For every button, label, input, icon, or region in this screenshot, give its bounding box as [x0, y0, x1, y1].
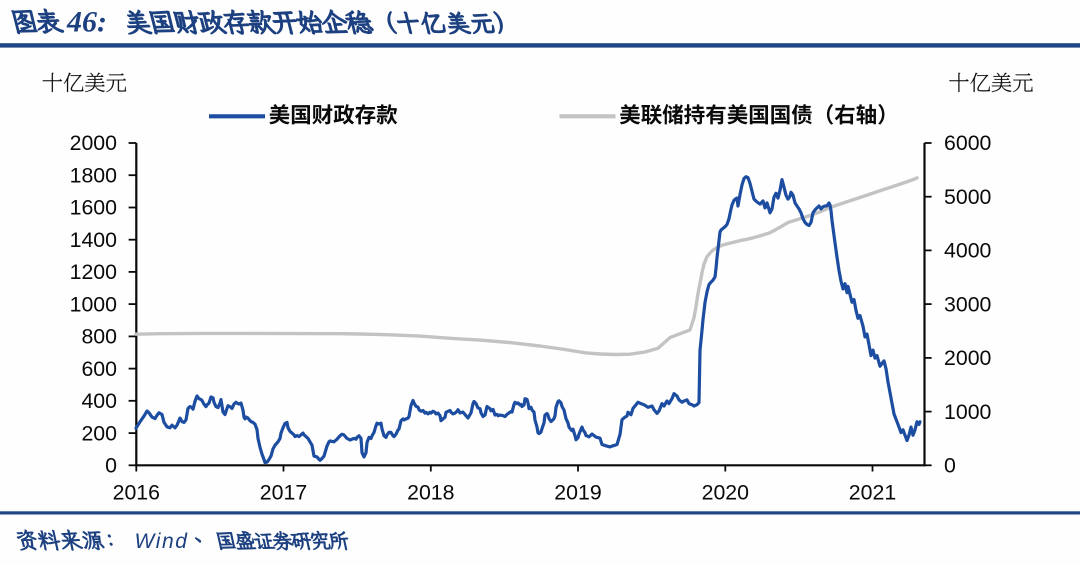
- svg-text:400: 400: [81, 389, 117, 413]
- svg-text:1200: 1200: [70, 260, 118, 284]
- svg-text:0: 0: [105, 454, 117, 478]
- svg-text:5000: 5000: [944, 185, 992, 209]
- svg-text:2017: 2017: [260, 481, 307, 505]
- svg-text:600: 600: [81, 357, 117, 381]
- svg-text:6000: 6000: [944, 131, 992, 155]
- svg-text:2016: 2016: [113, 481, 160, 505]
- svg-text:0: 0: [944, 454, 956, 478]
- svg-text:3000: 3000: [944, 292, 992, 316]
- svg-text:46:: 46:: [66, 6, 107, 39]
- svg-text:1000: 1000: [70, 292, 118, 316]
- svg-text:1600: 1600: [70, 196, 118, 220]
- svg-text:2000: 2000: [70, 131, 118, 155]
- svg-text:2020: 2020: [702, 481, 750, 505]
- svg-text:4000: 4000: [944, 239, 992, 263]
- svg-text:1800: 1800: [70, 163, 118, 187]
- svg-text:2000: 2000: [944, 346, 992, 370]
- svg-text:2018: 2018: [407, 481, 454, 505]
- svg-text:2021: 2021: [849, 481, 896, 505]
- svg-text:1000: 1000: [944, 400, 992, 424]
- svg-text:800: 800: [81, 325, 117, 349]
- svg-text:1400: 1400: [70, 228, 118, 252]
- svg-text:2019: 2019: [554, 481, 601, 505]
- svg-text:200: 200: [81, 421, 117, 445]
- svg-text:Wind: Wind: [135, 530, 189, 553]
